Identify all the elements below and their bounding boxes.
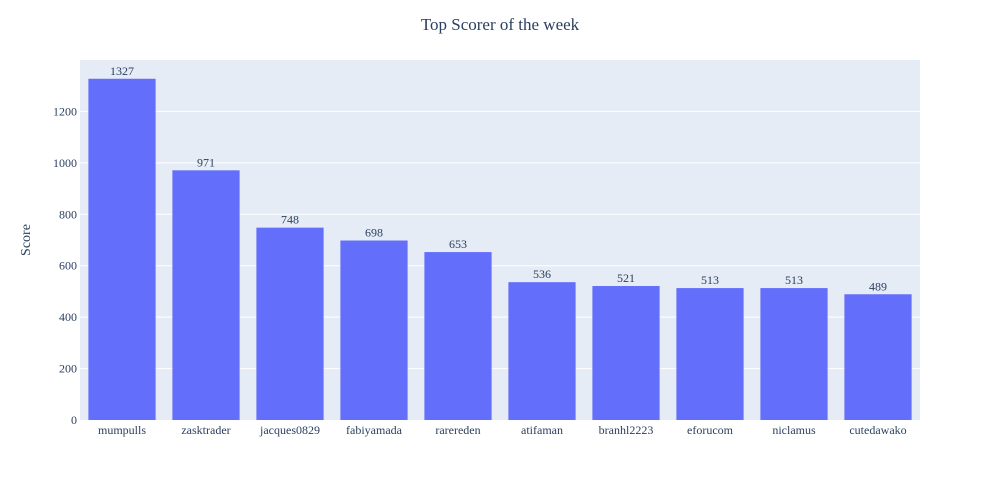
x-tick-label: fabiyamada [346,423,403,437]
bar-jacques0829[interactable] [256,227,324,420]
bar-branhl2223[interactable] [592,286,660,420]
bar-value-label: 521 [617,271,635,285]
bar-mumpulls[interactable] [88,78,156,421]
y-tick-label: 0 [71,413,77,427]
x-tick-label: zasktrader [181,423,230,437]
bar-niclamus[interactable] [760,288,828,420]
y-tick-label: 600 [59,259,77,273]
chart-title: Top Scorer of the week [421,15,580,34]
x-tick-label: branhl2223 [599,423,654,437]
y-tick-label: 800 [59,207,77,221]
x-tick-label: atifaman [521,423,563,437]
y-tick-label: 1000 [53,156,77,170]
bar-value-label: 536 [533,267,551,281]
bar-value-labels: 1327 971 748 698 653 536 521 513 513 489 [110,64,887,293]
bar-value-label: 971 [197,155,215,169]
y-tick-label: 400 [59,310,77,324]
x-tick-label: mumpulls [98,423,146,437]
bar-rarereden[interactable] [424,252,492,420]
x-tick-label: eforucom [687,423,734,437]
x-tick-label: rarereden [435,423,480,437]
x-tick-label: niclamus [772,423,816,437]
x-tick-label: cutedawako [849,423,906,437]
x-tick-label: jacques0829 [259,423,320,437]
bar-value-label: 748 [281,213,299,227]
bar-value-label: 513 [701,273,719,287]
y-axis-ticks: 0 200 400 600 800 1000 1200 [53,104,77,427]
y-axis-title: Score [19,224,34,256]
bar-eforucom[interactable] [676,288,744,420]
bar-fabiyamada[interactable] [340,240,408,420]
bar-value-label: 653 [449,237,467,251]
y-tick-label: 1200 [53,104,77,118]
y-tick-label: 200 [59,362,77,376]
bar-value-label: 513 [785,273,803,287]
bar-value-label: 1327 [110,64,134,78]
x-axis-ticks: mumpulls zasktrader jacques0829 fabiyamada r… [98,423,907,437]
bar-zasktrader[interactable] [172,170,240,420]
bar-atifaman[interactable] [508,282,576,420]
bar-cutedawako[interactable] [844,294,912,420]
bar-value-label: 489 [869,279,887,293]
bar-value-label: 698 [365,226,383,240]
bars [88,78,912,421]
